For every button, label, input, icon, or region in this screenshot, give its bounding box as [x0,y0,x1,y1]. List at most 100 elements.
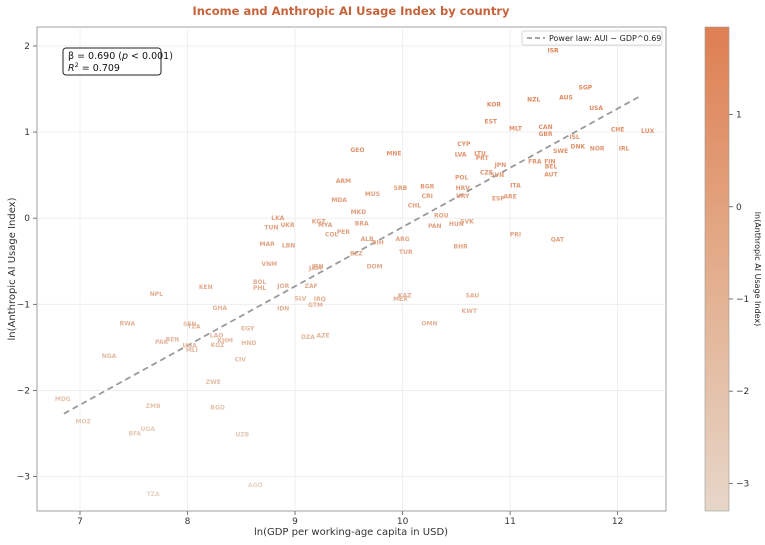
point-phl: PHL [253,285,266,292]
point-isr: ISR [548,47,560,54]
point-esp: ESP [492,195,505,202]
point-mdg: MDG [55,396,71,403]
stats-box: β = 0.690 (p < 0.001) R2 = 0.709 [62,47,173,76]
point-jor: JOR [276,283,289,290]
point-bol: BOL [253,279,267,286]
y-tick-label: 2 [24,42,30,52]
svg-text:R2 = 0.709: R2 = 0.709 [68,61,120,74]
point-sau: SAU [466,293,480,300]
point-jam: JAM [308,265,322,272]
point-col: COL [325,232,339,239]
point-uga: UGA [182,343,197,350]
x-tick-label: 10 [397,517,409,527]
point-hun: HUN [449,221,464,228]
point-egy: EGY [241,325,255,332]
point-est: EST [484,119,497,126]
point-slv: SLV [294,295,306,302]
point-ben: BEN [166,337,180,344]
point-are: ARE [503,194,516,201]
point-kaz: KAZ [398,293,412,300]
colorbar: 1 0 −1 −2 −3 ln(Anthropic AI Usage Index) [704,26,762,512]
point-civ: CIV [235,356,247,363]
point-kor: KOR [487,102,501,109]
point-prt: PRT [476,155,490,162]
point-arm: ARM [336,178,351,185]
point-omn: OMN [421,320,437,327]
x-axis-ticks: 7 8 9 10 11 12 [77,511,623,527]
colorbar-tick-label: −2 [736,387,749,397]
colorbar-ticks: 1 0 −1 −2 −3 [729,111,749,489]
colorbar-tick-label: −1 [736,295,749,305]
point-rou: ROU [434,213,449,220]
point-sen: SEN [183,321,196,328]
point-pak: PAK [155,339,168,346]
point-pan: PAN [428,223,442,230]
colorbar-gradient [704,26,730,512]
x-tick-label: 9 [292,517,298,527]
stats-p-rest: < 0.001) [128,51,173,62]
point-svn: SVN [490,172,504,179]
stats-r-rest: = 0.709 [79,63,120,74]
point-irn: IRN [312,263,324,270]
country-points: ISR SGP NZL AUS USA KOR EST MLT CAN CHE LUX GBR ISL D… [55,47,655,498]
point-hrv: HRV [456,185,471,192]
point-dnk: DNK [571,144,586,151]
point-aut: AUT [544,171,558,178]
point-nga: NGA [102,353,117,360]
point-uga: UGA [141,426,156,433]
point-rwa: RWA [120,320,136,327]
y-tick-label: −2 [17,386,30,396]
colorbar-tick-label: 0 [736,203,742,213]
stats-r-symbol: R [68,63,75,74]
colorbar-tick-label: −3 [736,479,749,489]
point-usa: USA [589,105,603,112]
point-dza: DZA [301,334,315,341]
point-zwe: ZWE [206,379,221,386]
point-aus: AUS [559,95,573,102]
point-lux: LUX [641,128,654,135]
point-mya: MYA [318,222,333,229]
colorbar-tick-label: 1 [736,111,742,121]
point-bhr: BHR [454,244,469,251]
point-npl: NPL [150,291,163,298]
grid [37,27,666,511]
point-ago: AGO [248,482,263,489]
point-mus: MUS [365,191,380,198]
x-tick-label: 11 [504,517,515,527]
point-nzl: NZL [527,96,540,103]
point-uzb: UZB [235,431,249,438]
point-ken: KEN [199,284,213,291]
point-isl: ISL [569,134,580,141]
point-che: CHE [611,126,625,133]
point-gtm: GTM [308,302,323,309]
plot-area [36,26,667,512]
stats-r-superscript: 2 [75,61,79,69]
y-axis-title: ln(Anthropic AI Usage Index) [7,197,18,340]
point-bgd: BGD [210,405,224,412]
point-srb: SRB [394,185,408,192]
point-chl: CHL [408,202,421,209]
point-dom: DOM [367,263,383,270]
point-vnm: VNM [261,261,277,268]
point-irl: IRL [619,145,630,152]
point-mkd: MKD [351,209,367,216]
svg-text:β = 0.690 (p < 0.001): β = 0.690 (p < 0.001) [68,51,173,62]
point-nor: NOR [590,145,605,152]
stats-p-symbol: p [121,51,128,62]
point-mda: MDA [331,197,347,204]
point-kwt: KWT [462,308,478,315]
point-kgz: KGZ [312,219,327,226]
point-bih: BIH [372,239,384,246]
legend: Power law: AUI ∼ GDP^0.69 [521,30,663,46]
point-irq: IRQ [314,296,326,303]
point-bfa: BFA [129,430,142,437]
point-bra: BRA [355,220,369,227]
point-per: PER [337,229,350,236]
y-tick-label: 1 [24,128,30,138]
point-qat: QAT [551,237,565,244]
x-tick-label: 12 [612,517,623,527]
point-bel: BEL [545,164,558,171]
point-ury: URY [456,193,470,200]
y-tick-label: 0 [24,214,30,224]
point-tza: TZA [147,491,160,498]
